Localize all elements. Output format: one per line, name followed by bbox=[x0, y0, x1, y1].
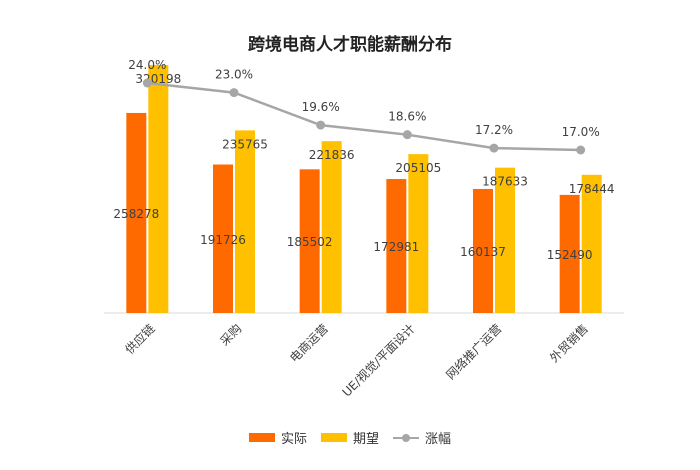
bar-actual-0 bbox=[126, 112, 147, 313]
label-expected-5: 178444 bbox=[569, 182, 615, 196]
bar-actual-5 bbox=[559, 194, 580, 313]
x-tick-label-2: 电商运营 bbox=[286, 321, 331, 366]
growth-label-5: 17.0% bbox=[562, 125, 600, 139]
legend-label-growth: 涨幅 bbox=[425, 432, 452, 447]
bar-actual-3 bbox=[386, 179, 407, 313]
chart-title: 跨境电商人才职能薪酬分布 bbox=[248, 35, 452, 55]
growth-label-2: 19.6% bbox=[302, 100, 340, 114]
growth-point-1 bbox=[229, 88, 239, 98]
bar-expected-0 bbox=[148, 65, 169, 313]
bar-expected-2 bbox=[321, 141, 342, 313]
growth-label-0: 24.0% bbox=[128, 58, 166, 72]
legend-label-actual: 实际 bbox=[280, 432, 307, 447]
growth-label-3: 18.6% bbox=[388, 110, 426, 124]
legend-swatch-growth bbox=[393, 433, 419, 443]
growth-point-3 bbox=[402, 130, 412, 140]
label-actual-4: 160137 bbox=[460, 245, 506, 259]
growth-line bbox=[147, 81, 581, 152]
bar-expected-3 bbox=[408, 154, 429, 313]
legend-swatch-expected bbox=[320, 433, 347, 442]
growth-label-1: 23.0% bbox=[215, 68, 253, 82]
label-actual-5: 152490 bbox=[547, 248, 593, 262]
chart-legend: 实际 期望 涨幅 bbox=[0, 428, 700, 447]
label-actual-1: 191726 bbox=[200, 233, 246, 247]
bar-expected-5 bbox=[581, 174, 602, 313]
growth-label-4: 17.2% bbox=[475, 123, 513, 137]
label-expected-3: 205105 bbox=[395, 161, 441, 175]
legend-item-growth: 涨幅 bbox=[393, 428, 451, 447]
legend-label-expected: 期望 bbox=[352, 432, 379, 447]
legend-swatch-actual bbox=[248, 433, 275, 442]
bar-actual-4 bbox=[473, 188, 493, 313]
x-tick-label-3: UE/视觉/平面设计 bbox=[339, 321, 418, 400]
x-tick-label-0: 供应链 bbox=[122, 321, 158, 357]
growth-point-2 bbox=[316, 120, 326, 130]
legend-item-expected: 期望 bbox=[320, 428, 379, 447]
label-actual-2: 185502 bbox=[287, 235, 333, 249]
label-expected-1: 235765 bbox=[222, 137, 268, 151]
bar-actual-2 bbox=[299, 169, 320, 313]
x-tick-label-1: 采购 bbox=[217, 321, 245, 349]
label-actual-3: 172981 bbox=[373, 240, 419, 254]
legend-item-actual: 实际 bbox=[248, 428, 307, 447]
growth-point-4 bbox=[489, 143, 499, 153]
x-tick-label-5: 外贸销售 bbox=[546, 321, 591, 366]
label-expected-4: 187633 bbox=[482, 175, 528, 189]
growth-point-0 bbox=[142, 78, 152, 88]
x-tick-label-4: 网络推广运营 bbox=[443, 321, 505, 383]
growth-point-5 bbox=[576, 145, 586, 155]
bar-expected-1 bbox=[235, 130, 255, 313]
bar-expected-4 bbox=[495, 167, 515, 313]
label-expected-2: 221836 bbox=[309, 148, 355, 162]
bar-actual-1 bbox=[213, 164, 233, 313]
label-actual-0: 258278 bbox=[113, 207, 159, 221]
